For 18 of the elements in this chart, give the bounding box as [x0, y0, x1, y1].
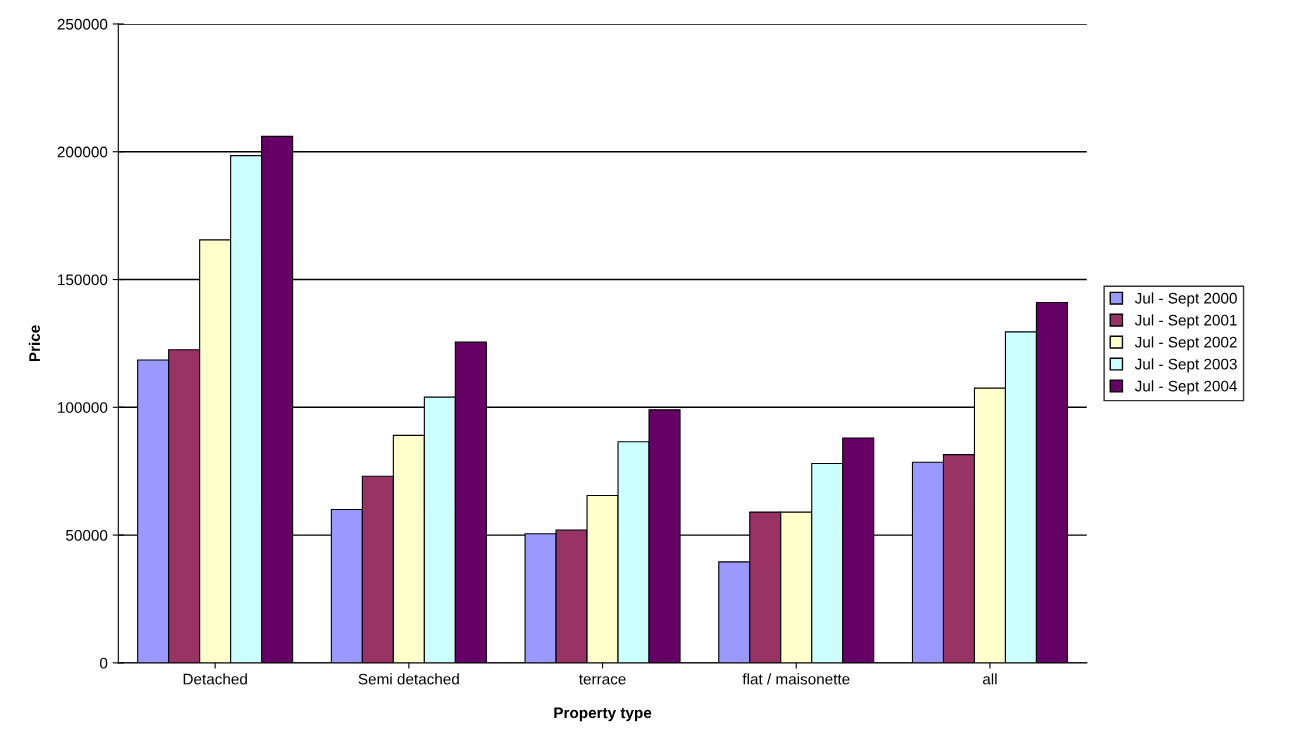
- x-axis-title: Property type: [554, 707, 652, 722]
- y-tick-label: 50000: [66, 529, 108, 541]
- x-tick-label: all: [982, 673, 997, 685]
- legend-label: Jul - Sept 2002: [1134, 336, 1237, 351]
- legend-label: Jul - Sept 2003: [1134, 358, 1237, 373]
- legend-label: Jul - Sept 2001: [1134, 314, 1237, 329]
- x-tick-label: Detached: [183, 673, 247, 685]
- y-tick-label: 200000: [57, 146, 108, 158]
- y-axis-title: Price: [28, 325, 40, 362]
- x-tick-label: terrace: [579, 674, 626, 685]
- legend-label: Jul - Sept 2004: [1134, 380, 1237, 395]
- x-tick-label: Semi detached: [358, 673, 459, 685]
- y-tick-label: 250000: [57, 18, 108, 30]
- y-tick-label: 150000: [58, 274, 108, 286]
- y-tick-label: 100000: [58, 402, 108, 413]
- x-tick-label: flat / maisonette: [742, 673, 850, 685]
- legend-label: Jul - Sept 2000: [1134, 292, 1237, 307]
- y-tick-label: 0: [99, 657, 108, 669]
